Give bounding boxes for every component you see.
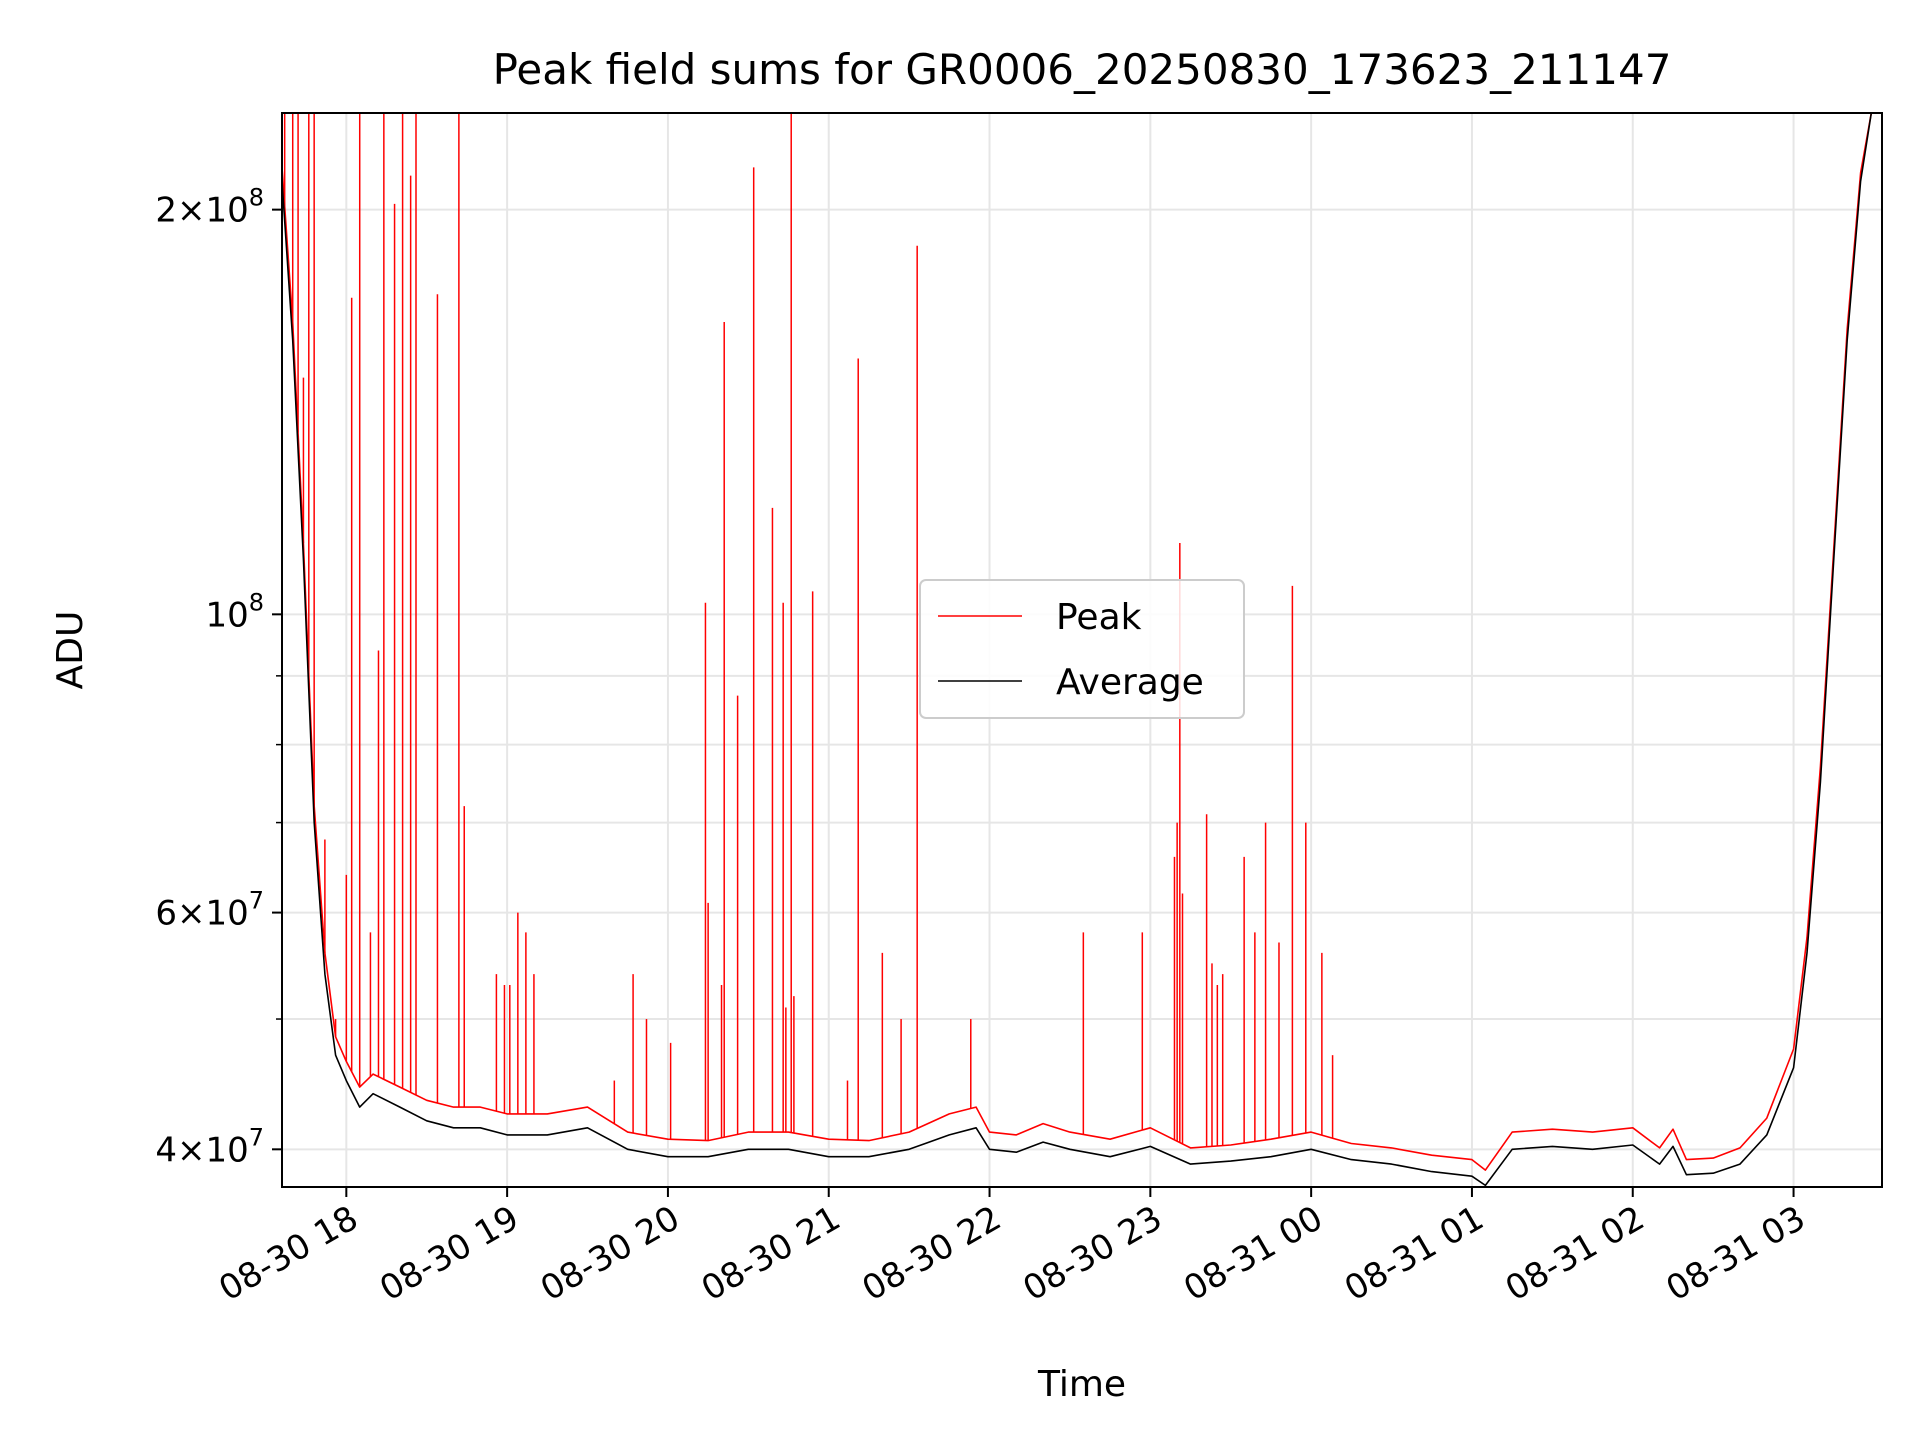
y-axis-label: ADU: [50, 611, 91, 690]
y-tick-label: 108: [205, 588, 264, 635]
legend: Peak Average: [919, 579, 1245, 719]
y-tick-label: 4×107: [155, 1123, 264, 1170]
series-line-average: [282, 113, 1873, 1187]
plot-area: [282, 113, 1873, 1187]
legend-label-peak: Peak: [1056, 597, 1142, 638]
x-axis-label: Time: [1037, 1364, 1126, 1405]
series-group: [282, 113, 1873, 1187]
legend-box: [919, 579, 1245, 719]
legend-label-average: Average: [1056, 662, 1204, 703]
plot-frame: [281, 112, 1883, 1188]
y-axis: 4×107 6×107 108 2×108: [155, 184, 282, 1170]
series-line-peak: [282, 113, 1873, 1171]
y-tick-label: 6×107: [155, 887, 264, 934]
chart-title: Peak field sums for GR0006_20250830_1736…: [493, 45, 1672, 94]
y-tick-label: 2×108: [155, 184, 264, 231]
